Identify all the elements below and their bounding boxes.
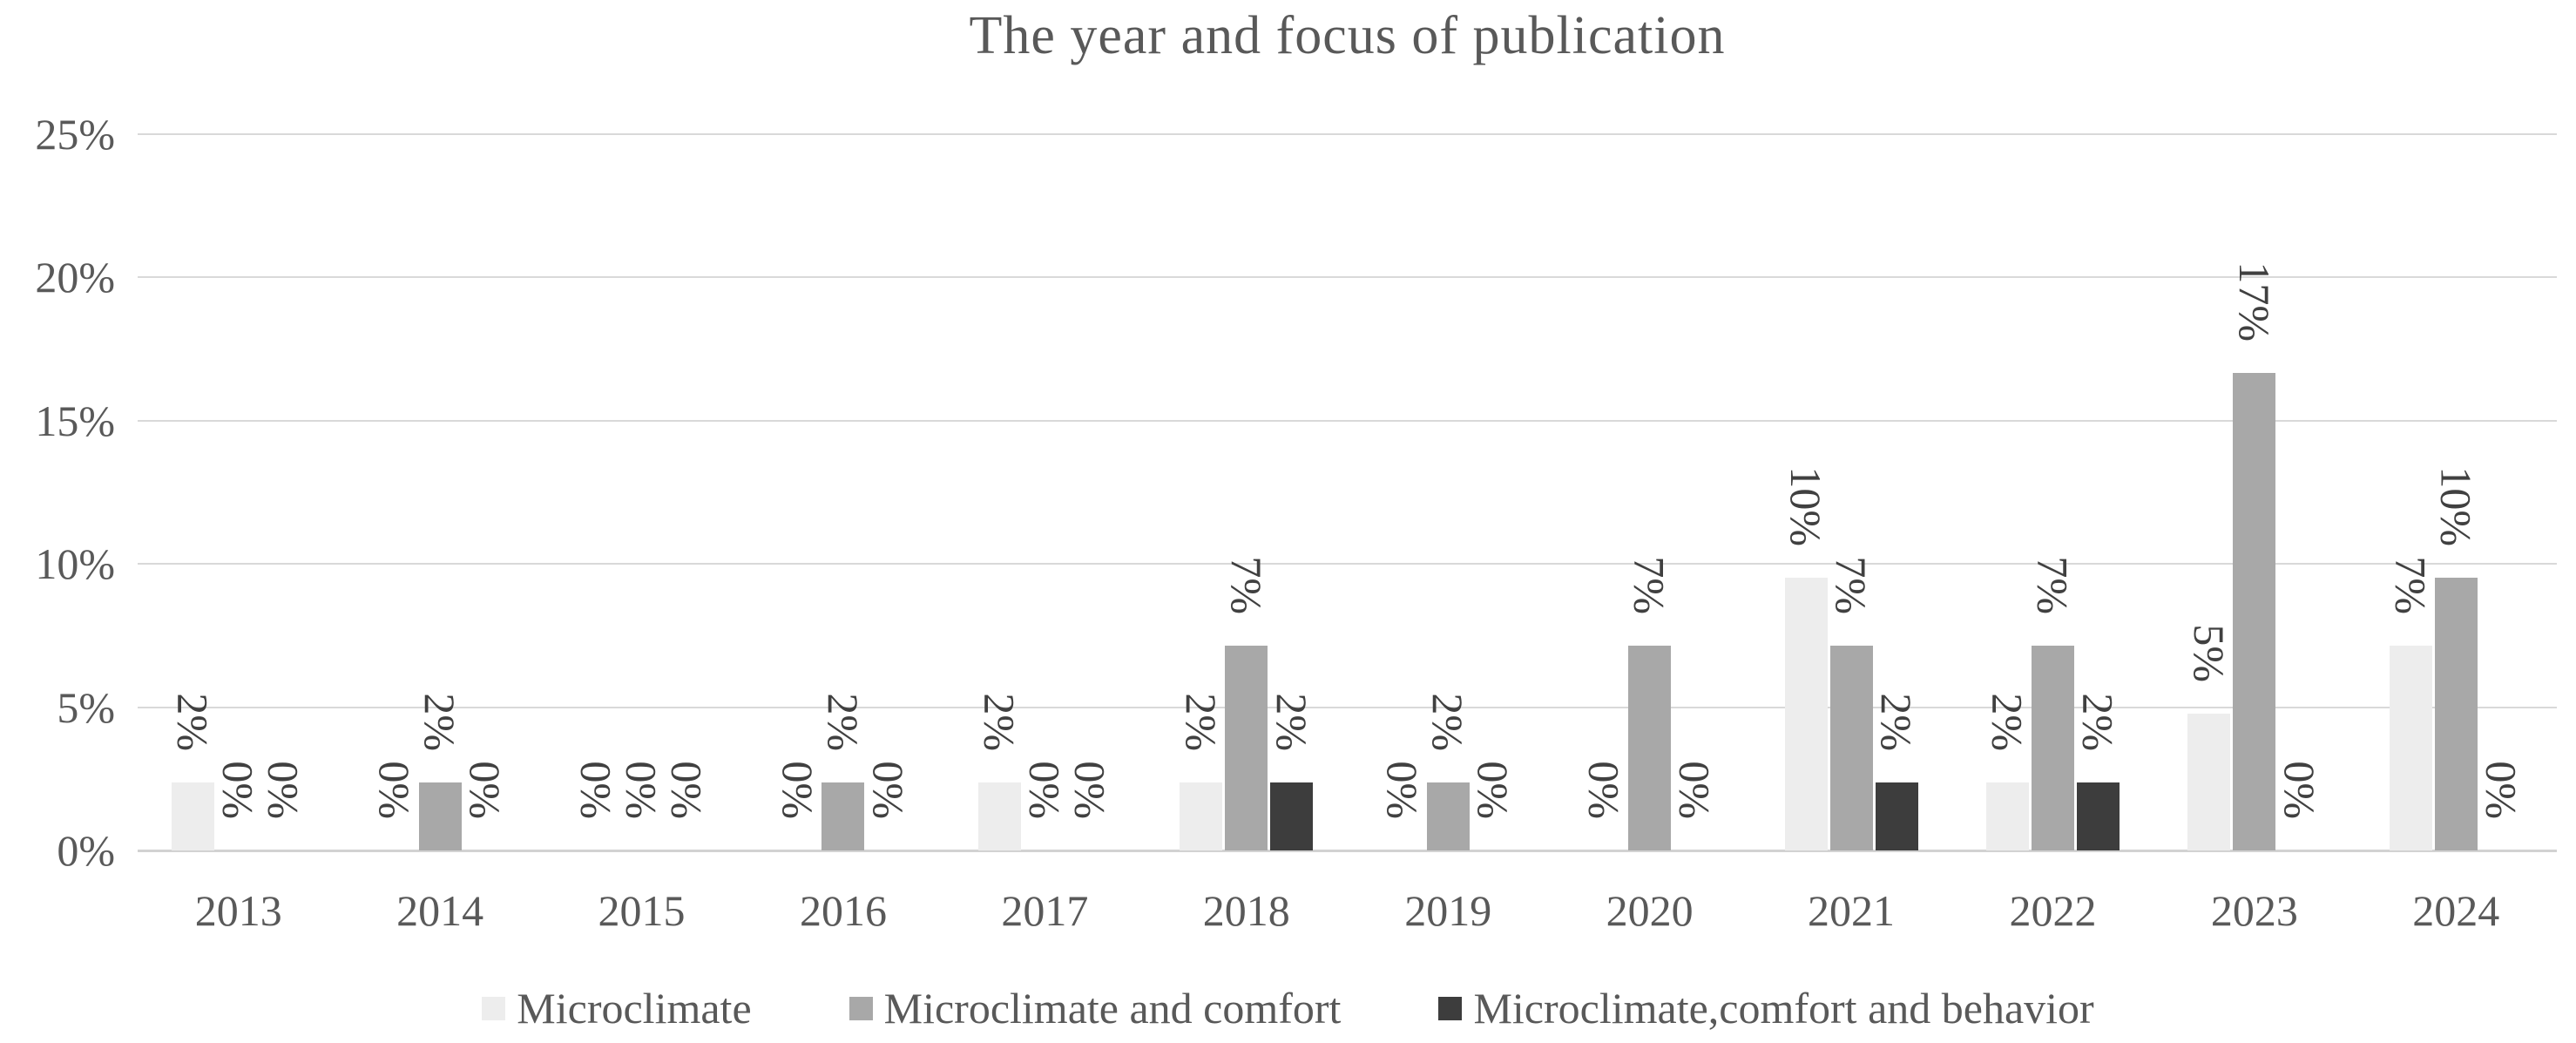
- bar-2018-series1: [1180, 782, 1223, 850]
- data-label-2018-series1: 2%: [1176, 693, 1226, 751]
- gridline-15%: [138, 419, 2557, 422]
- legend-swatch-icon: [849, 996, 873, 1020]
- data-label-2024-series2: 10%: [2431, 466, 2481, 546]
- data-label-2018-series3: 2%: [1267, 693, 1316, 751]
- bar-2018-series2: [1225, 646, 1268, 850]
- data-label-2024-series3: 0%: [2477, 761, 2526, 819]
- bar-2020-series2: [1628, 646, 1672, 850]
- bar-2023-series1: [2187, 714, 2231, 850]
- data-label-2017-series3: 0%: [1065, 761, 1115, 819]
- x-axis-label-2021: 2021: [1808, 886, 1896, 935]
- y-axis-tick-label: 10%: [35, 539, 115, 589]
- legend-item-1: Microclimate: [482, 983, 752, 1033]
- y-axis-tick-label: 25%: [35, 110, 115, 159]
- x-axis-label-2017: 2017: [1001, 886, 1089, 935]
- data-label-2014-series3: 0%: [461, 761, 510, 819]
- data-label-2023-series3: 0%: [2275, 761, 2324, 819]
- bar-2021-series3: [1875, 782, 1918, 850]
- data-label-2013-series3: 0%: [259, 761, 308, 819]
- bar-2013-series1: [172, 782, 215, 850]
- data-label-2020-series2: 7%: [1625, 556, 1674, 614]
- x-axis-label-2016: 2016: [799, 886, 887, 935]
- gridline-20%: [138, 276, 2557, 279]
- bar-2021-series1: [1784, 578, 1828, 850]
- data-label-2016-series1: 0%: [773, 761, 822, 819]
- data-label-2015-series2: 0%: [617, 761, 666, 819]
- data-label-2019-series1: 0%: [1378, 761, 1428, 819]
- data-label-2023-series2: 17%: [2229, 261, 2279, 342]
- x-axis-label-2022: 2022: [2009, 886, 2097, 935]
- x-axis-label-2018: 2018: [1202, 886, 1290, 935]
- x-axis-label-2014: 2014: [396, 886, 484, 935]
- data-label-2015-series3: 0%: [662, 761, 712, 819]
- data-label-2014-series2: 2%: [416, 693, 465, 751]
- data-label-2022-series1: 2%: [1983, 693, 2032, 751]
- bar-2022-series1: [1985, 782, 2029, 850]
- x-axis-label-2015: 2015: [598, 886, 686, 935]
- bar-2021-series2: [1829, 646, 1873, 850]
- x-axis-label-2019: 2019: [1404, 886, 1492, 935]
- bar-2014-series2: [418, 782, 462, 850]
- bar-2016-series2: [821, 782, 865, 850]
- bar-2024-series2: [2434, 578, 2478, 850]
- data-label-2017-series1: 2%: [975, 693, 1024, 751]
- y-axis-tick-label: 0%: [57, 826, 115, 875]
- data-label-2014-series1: 0%: [370, 761, 420, 819]
- bar-2017-series1: [977, 782, 1021, 850]
- bar-2024-series1: [2389, 646, 2432, 850]
- x-axis-label-2020: 2020: [1606, 886, 1694, 935]
- data-label-2020-series3: 0%: [1670, 761, 1720, 819]
- data-label-2013-series1: 2%: [168, 693, 218, 751]
- data-label-2017-series2: 0%: [1020, 761, 1070, 819]
- gridline-5%: [138, 706, 2557, 708]
- data-label-2022-series3: 2%: [2073, 693, 2123, 751]
- data-label-2021-series3: 2%: [1872, 693, 1922, 751]
- data-label-2021-series1: 10%: [1782, 466, 1831, 546]
- legend-swatch-icon: [482, 996, 506, 1020]
- data-label-2024-series1: 7%: [2386, 556, 2436, 614]
- y-axis-tick-label: 15%: [35, 396, 115, 445]
- data-label-2022-series2: 7%: [2028, 556, 2078, 614]
- data-label-2020-series1: 0%: [1579, 761, 1629, 819]
- bar-2019-series2: [1426, 782, 1470, 850]
- x-axis-label-2013: 2013: [194, 886, 282, 935]
- y-axis-tick-label: 5%: [57, 682, 115, 732]
- chart-legend: Microclimate Microclimate and comfort Micr…: [0, 983, 2576, 1033]
- bar-2023-series2: [2233, 373, 2276, 850]
- data-label-2018-series2: 7%: [1221, 556, 1271, 614]
- data-label-2013-series2: 0%: [213, 761, 263, 819]
- data-label-2019-series3: 0%: [1469, 761, 1518, 819]
- data-label-2019-series2: 2%: [1423, 693, 1473, 751]
- data-label-2015-series1: 0%: [571, 761, 621, 819]
- y-axis-tick-label: 20%: [35, 253, 115, 302]
- legend-label: Microclimate and comfort: [883, 984, 1342, 1033]
- legend-item-2: Microclimate and comfort: [849, 983, 1342, 1033]
- x-axis-line: [138, 850, 2557, 852]
- gridline-25%: [138, 133, 2557, 135]
- bar-2022-series3: [2076, 782, 2120, 850]
- legend-swatch-icon: [1438, 996, 1463, 1020]
- legend-label: Microclimate: [517, 984, 752, 1033]
- data-label-2021-series2: 7%: [1827, 556, 1876, 614]
- x-axis-label-2023: 2023: [2210, 886, 2298, 935]
- x-axis-label-2024: 2024: [2412, 886, 2500, 935]
- chart-title: The year and focus of publication: [969, 6, 1726, 65]
- data-label-2023-series1: 5%: [2184, 624, 2234, 682]
- legend-item-3: Microclimate,comfort and behavior: [1438, 983, 2094, 1033]
- bar-2022-series2: [2031, 646, 2074, 850]
- data-label-2016-series2: 2%: [818, 693, 868, 751]
- bar-2018-series3: [1270, 782, 1314, 850]
- gridline-10%: [138, 563, 2557, 566]
- data-label-2016-series3: 0%: [863, 761, 913, 819]
- legend-label: Microclimate,comfort and behavior: [1473, 984, 2094, 1033]
